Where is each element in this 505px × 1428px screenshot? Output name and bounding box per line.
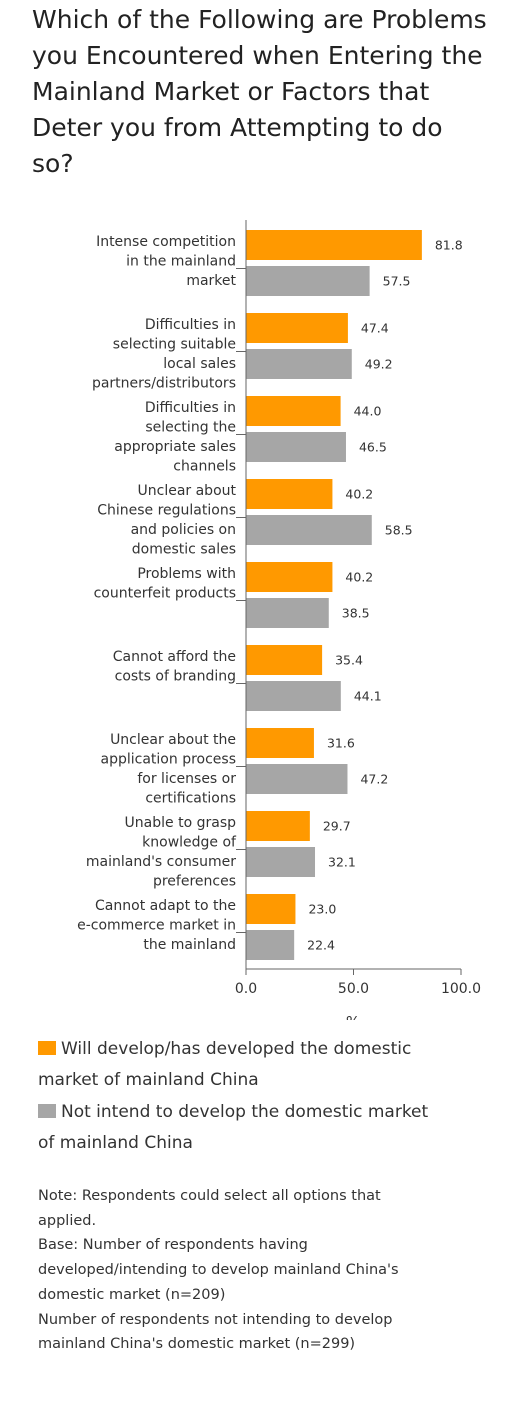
- category-label: selecting suitable: [113, 337, 236, 353]
- bar: [246, 930, 295, 960]
- footnote: Note: Respondents could select all optio…: [38, 1184, 458, 1357]
- bar: [246, 894, 296, 924]
- category-label: application process: [101, 752, 236, 768]
- category-label: Unclear about: [138, 483, 237, 499]
- bar: [246, 598, 329, 628]
- data-label: 35.4: [335, 653, 363, 668]
- category-label: partners/distributors: [92, 376, 236, 392]
- category-label: counterfeit products: [94, 586, 236, 602]
- note-line: developed/intending to develop mainland …: [38, 1262, 399, 1279]
- category-label: knowledge of: [142, 835, 237, 851]
- category-label: the mainland: [143, 937, 236, 953]
- category-label: appropriate sales: [114, 439, 236, 455]
- data-label: 32.1: [328, 855, 356, 870]
- category-label: Intense competition: [96, 234, 236, 250]
- data-label: 38.5: [342, 606, 370, 621]
- legend-swatch-gray: [38, 1104, 56, 1118]
- bar: [246, 728, 314, 758]
- category-label: preferences: [153, 874, 236, 890]
- category-label: Chinese regulations: [97, 503, 236, 519]
- category-label: Problems with: [137, 566, 236, 582]
- bar: [246, 432, 346, 462]
- legend-label-not-intend-1: Not intend to develop the domestic marke…: [61, 1102, 429, 1122]
- x-tick-label: 0.0: [235, 981, 257, 997]
- data-label: 44.0: [354, 404, 382, 419]
- data-label: 47.2: [360, 772, 388, 787]
- data-label: 49.2: [365, 357, 393, 372]
- category-label: channels: [173, 459, 236, 475]
- data-label: 81.8: [435, 238, 463, 253]
- x-tick-label: 100.0: [441, 981, 481, 997]
- bar: [246, 847, 316, 877]
- data-label: 57.5: [383, 274, 411, 289]
- category-label: domestic sales: [132, 542, 236, 558]
- data-label: 47.4: [361, 321, 389, 336]
- bar: [246, 266, 370, 296]
- legend-label-not-intend-2: of mainland China: [38, 1133, 193, 1153]
- data-label: 40.2: [345, 487, 373, 502]
- data-label: 40.2: [345, 570, 373, 585]
- category-label: Difficulties in: [145, 400, 236, 416]
- x-tick-label: 50.0: [338, 981, 369, 997]
- bar: [246, 764, 348, 794]
- legend-label-will-develop-2: market of mainland China: [38, 1070, 259, 1090]
- data-label: 22.4: [307, 938, 335, 953]
- category-label: Cannot adapt to the: [95, 898, 236, 914]
- category-label: in the mainland: [126, 254, 236, 270]
- data-label: 44.1: [354, 689, 382, 704]
- category-label: selecting the: [145, 420, 236, 436]
- category-label: e-commerce market in: [77, 918, 236, 934]
- note-line: Base: Number of respondents having: [38, 1237, 308, 1254]
- category-label: mainland's consumer: [86, 854, 236, 870]
- legend-swatch-orange: [38, 1041, 56, 1055]
- bar: [246, 562, 333, 592]
- category-label: market: [186, 273, 236, 289]
- category-label: Cannot afford the: [113, 649, 236, 665]
- category-label: local sales: [163, 356, 236, 372]
- category-label: Unable to grasp: [125, 815, 237, 831]
- bar-chart: 81.8 57.5 Intense competition in the mainla…: [77, 220, 481, 1020]
- legend-label-will-develop-1: Will develop/has developed the domestic: [61, 1039, 412, 1059]
- note-line: Number of respondents not intending to d…: [38, 1311, 393, 1328]
- plot-area: 81.8 57.5 Intense competition in the mainla…: [77, 220, 481, 1020]
- chart-title: Which of the Following are Problems you …: [32, 5, 487, 178]
- category-label: for licenses or: [137, 771, 236, 787]
- note-line: domestic market (n=209): [38, 1286, 226, 1303]
- legend-item-not-intend: Not intend to develop the domestic marke…: [38, 1097, 478, 1159]
- data-label: 31.6: [327, 736, 355, 751]
- bar: [246, 479, 333, 509]
- note-line: mainland China's domestic market (n=299): [38, 1336, 356, 1353]
- category-label: Unclear about the: [110, 732, 236, 748]
- bar: [246, 645, 323, 675]
- data-label: 58.5: [385, 523, 413, 538]
- data-label: 29.7: [323, 819, 351, 834]
- note-line: Note: Respondents could select all optio…: [38, 1188, 381, 1204]
- bar: [246, 230, 422, 260]
- bar: [246, 349, 352, 379]
- bar: [246, 515, 372, 545]
- note-line: applied.: [38, 1212, 97, 1229]
- category-label: and policies on: [131, 522, 236, 538]
- x-axis-title: %: [346, 1013, 360, 1020]
- bar: [246, 681, 341, 711]
- bar: [246, 396, 341, 426]
- bar: [246, 313, 348, 343]
- category-label: certifications: [145, 791, 236, 807]
- category-label: costs of branding: [115, 669, 236, 685]
- bar: [246, 811, 310, 841]
- data-label: 23.0: [308, 902, 336, 917]
- data-label: 46.5: [359, 440, 387, 455]
- legend-item-will-develop: Will develop/has developed the domestic …: [38, 1034, 478, 1096]
- category-label: Difficulties in: [145, 317, 236, 333]
